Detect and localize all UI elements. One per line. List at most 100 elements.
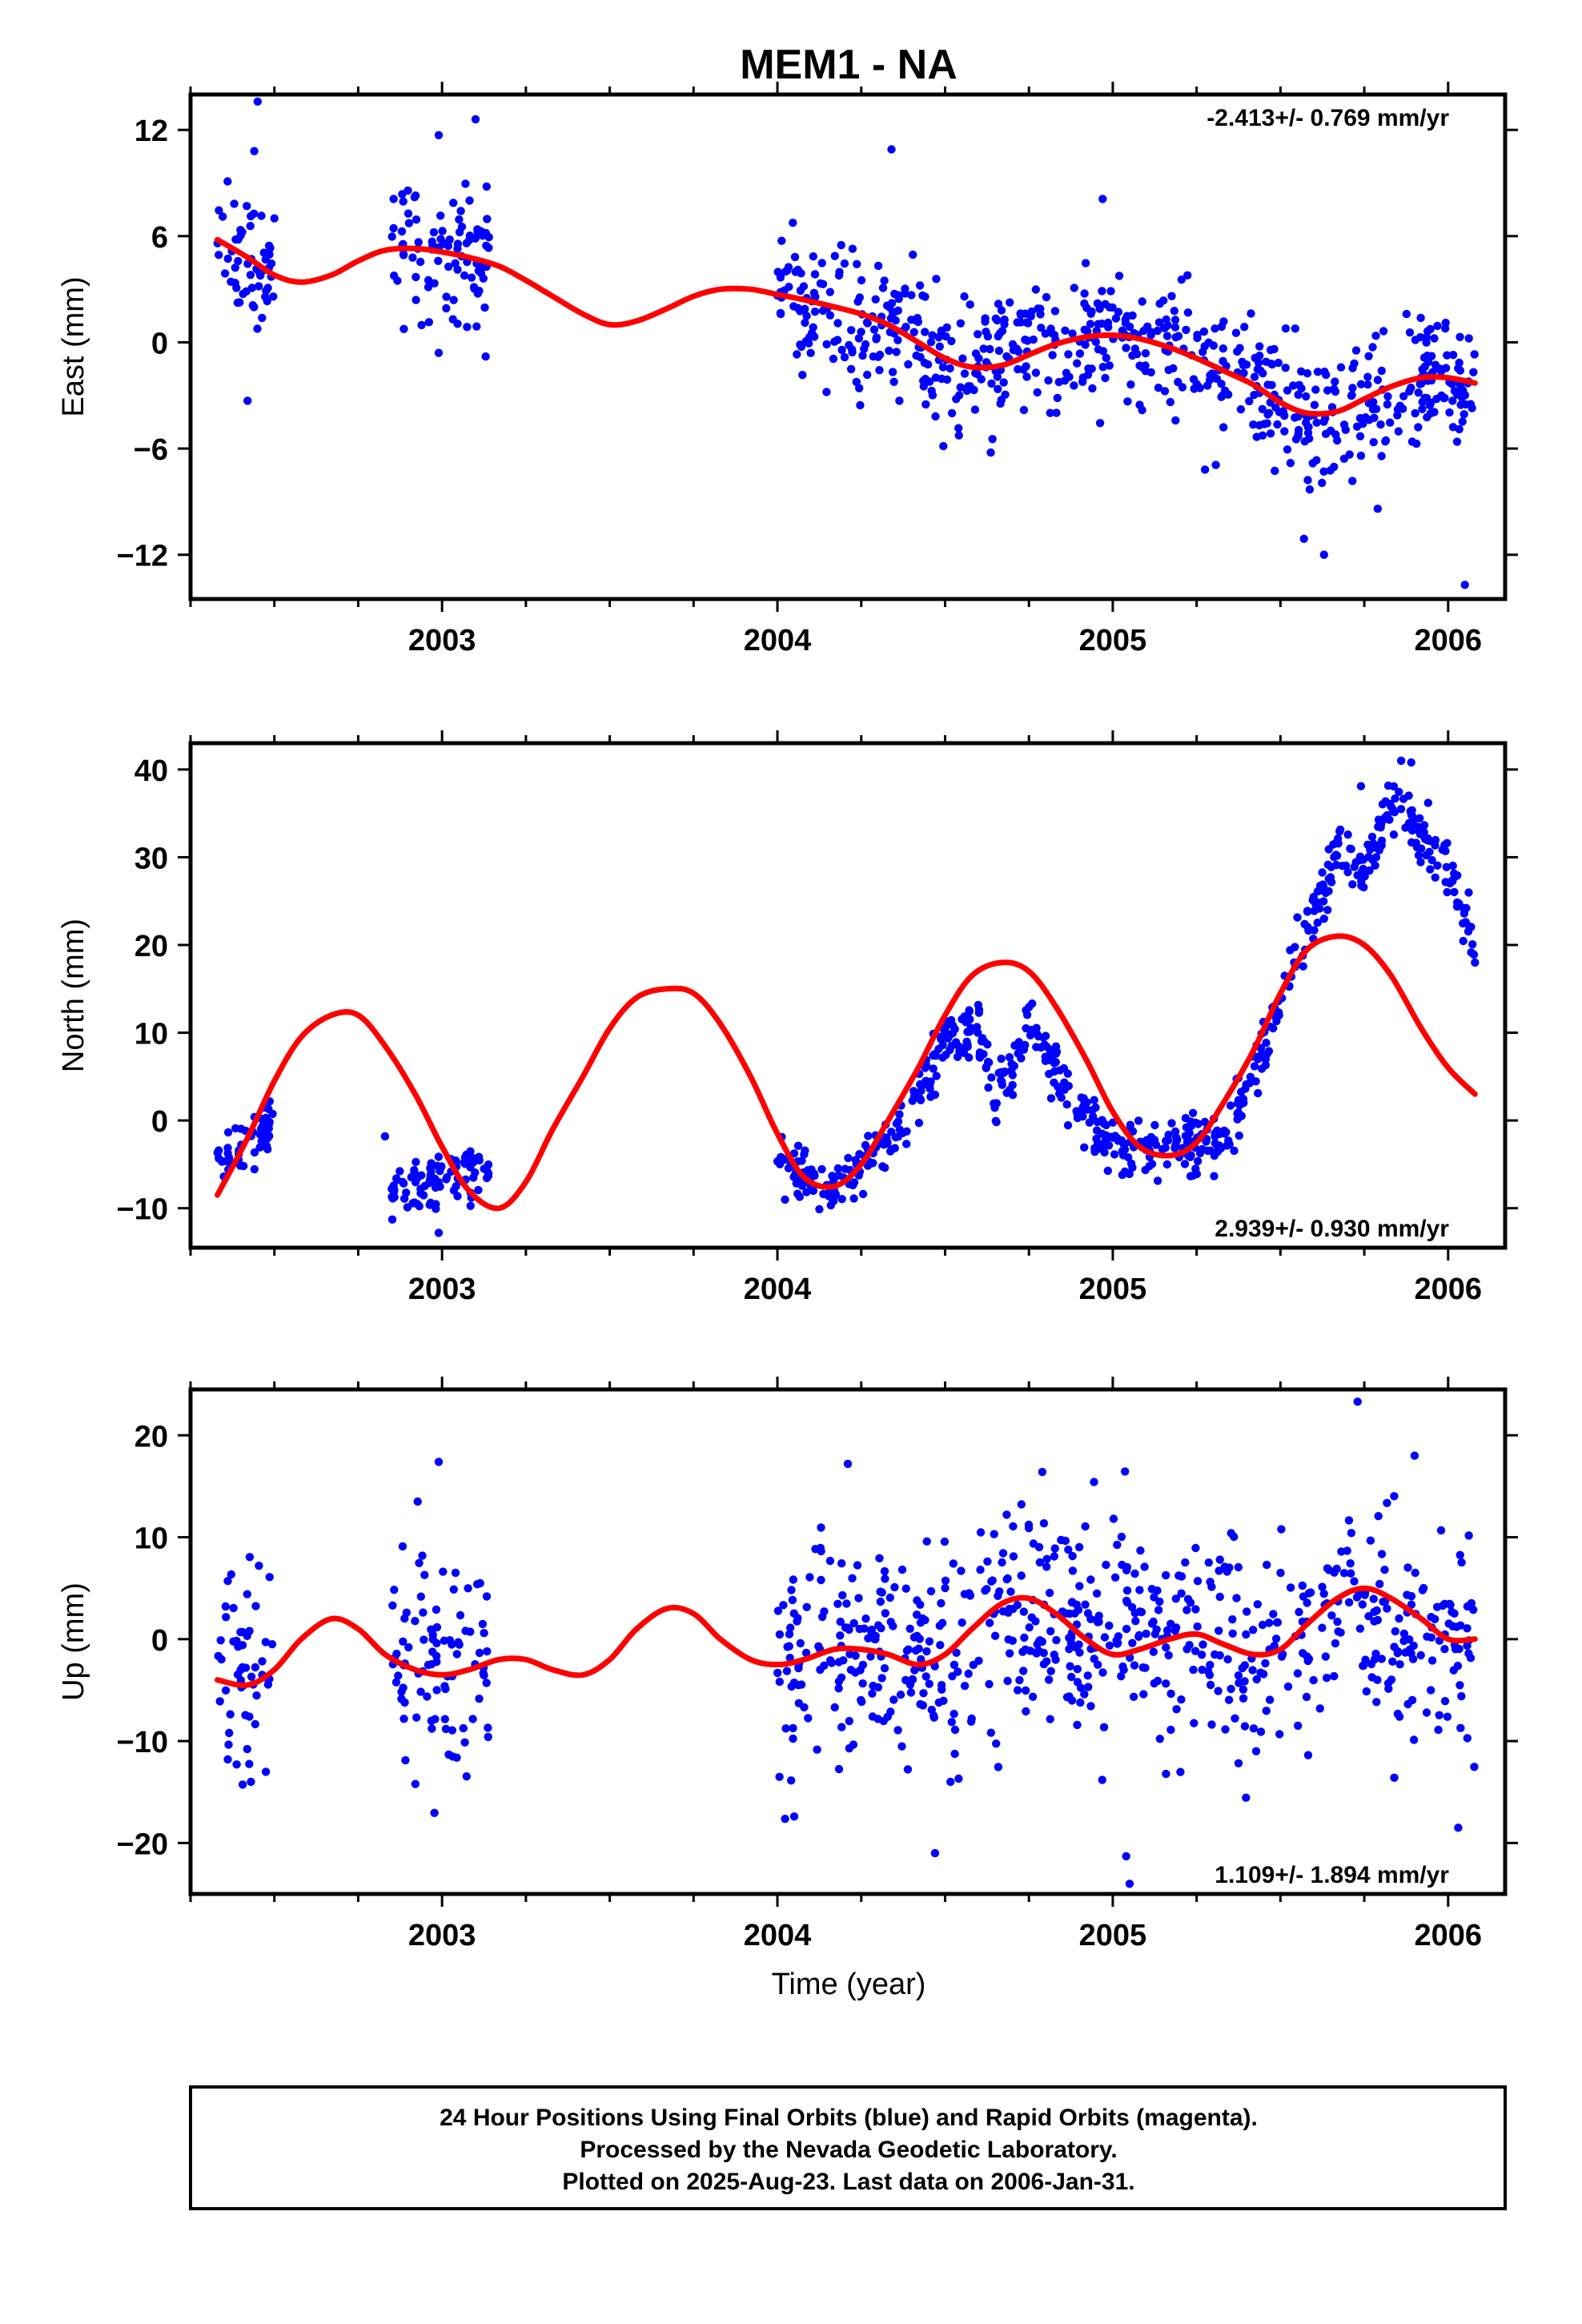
east-data-point bbox=[1271, 466, 1279, 476]
up-data-point bbox=[1423, 1632, 1431, 1641]
east-data-point bbox=[1466, 400, 1476, 408]
east-data-point bbox=[1086, 320, 1095, 328]
east-data-point bbox=[455, 227, 464, 237]
up-data-point bbox=[1443, 1712, 1452, 1721]
east-data-point bbox=[1379, 327, 1388, 336]
east-data-point bbox=[424, 275, 433, 285]
north-data-point bbox=[412, 1157, 420, 1167]
up-data-point bbox=[388, 1601, 397, 1610]
east-data-point bbox=[1249, 420, 1258, 429]
up-data-point bbox=[1068, 1551, 1077, 1561]
north-data-point bbox=[1206, 1146, 1215, 1156]
east-data-point bbox=[1160, 387, 1170, 396]
east-data-point bbox=[1154, 384, 1163, 392]
up-data-point bbox=[1409, 1735, 1419, 1744]
east-data-point bbox=[397, 227, 407, 236]
up-data-point bbox=[1071, 1642, 1081, 1652]
north-data-point bbox=[1170, 1144, 1179, 1152]
up-data-point bbox=[775, 1772, 784, 1781]
up-data-point bbox=[1137, 1607, 1146, 1617]
up-data-point bbox=[1024, 1524, 1034, 1533]
north-data-point bbox=[1464, 888, 1473, 897]
up-data-point bbox=[1283, 1682, 1293, 1691]
up-data-point bbox=[428, 1647, 437, 1656]
east-data-point bbox=[1233, 347, 1242, 356]
north-data-point bbox=[1442, 862, 1452, 872]
east-y-tick-label: 6 bbox=[151, 221, 168, 255]
up-data-point bbox=[1162, 1570, 1170, 1580]
east-data-point bbox=[1159, 324, 1169, 332]
up-data-point bbox=[251, 1602, 260, 1610]
up-data-point bbox=[1263, 1560, 1271, 1570]
up-data-point bbox=[1074, 1542, 1084, 1552]
up-data-point bbox=[252, 1691, 261, 1700]
up-data-point bbox=[1068, 1566, 1078, 1575]
east-data-point bbox=[937, 326, 946, 336]
up-data-point bbox=[1277, 1652, 1287, 1661]
up-data-point bbox=[849, 1740, 858, 1749]
up-data-point bbox=[1231, 1714, 1239, 1723]
up-data-point bbox=[1440, 1645, 1449, 1654]
up-data-point bbox=[482, 1679, 491, 1687]
up-data-point bbox=[1031, 1617, 1040, 1626]
north-data-point bbox=[1433, 861, 1442, 870]
north-data-point bbox=[1256, 1043, 1266, 1053]
up-data-point bbox=[1265, 1695, 1275, 1704]
up-data-point bbox=[782, 1667, 792, 1675]
north-data-point bbox=[932, 1072, 941, 1080]
up-data-point bbox=[854, 1594, 863, 1602]
east-data-point bbox=[1351, 346, 1361, 355]
north-y-axis-label: North (mm) bbox=[57, 919, 90, 1072]
up-data-point bbox=[858, 1660, 868, 1670]
east-data-point bbox=[1084, 364, 1093, 373]
up-data-point bbox=[1100, 1633, 1110, 1642]
up-data-point bbox=[1092, 1589, 1102, 1598]
north-data-point bbox=[1167, 1119, 1176, 1128]
up-data-point bbox=[805, 1573, 814, 1582]
east-data-point bbox=[893, 336, 902, 344]
north-data-point bbox=[951, 1038, 961, 1047]
east-data-point bbox=[1200, 465, 1210, 474]
east-data-point bbox=[442, 292, 451, 301]
east-data-point bbox=[888, 368, 897, 376]
east-data-point bbox=[977, 375, 986, 384]
east-data-point bbox=[796, 286, 805, 296]
up-data-point bbox=[830, 1703, 839, 1712]
east-data-point bbox=[1348, 364, 1357, 372]
up-data-point bbox=[245, 1553, 255, 1562]
east-data-point bbox=[449, 296, 458, 304]
east-data-point bbox=[1135, 361, 1144, 370]
north-y-tick-label: 0 bbox=[151, 1105, 168, 1139]
east-data-point bbox=[1141, 349, 1150, 358]
east-data-point bbox=[981, 314, 990, 323]
north-outlier-point bbox=[1356, 782, 1366, 790]
east-data-point bbox=[453, 239, 463, 248]
north-data-point bbox=[1235, 1131, 1244, 1140]
east-data-point bbox=[818, 306, 828, 316]
north-data-point bbox=[1414, 850, 1423, 860]
north-data-point bbox=[1395, 787, 1403, 796]
east-data-point bbox=[456, 207, 465, 215]
east-data-point bbox=[825, 311, 835, 320]
up-data-point bbox=[788, 1595, 797, 1605]
up-y-tick-label: −20 bbox=[117, 1827, 168, 1861]
up-data-point bbox=[1253, 1600, 1263, 1609]
east-data-point bbox=[479, 274, 488, 283]
up-data-point bbox=[1346, 1559, 1355, 1568]
east-rate-label: -2.413+/- 0.769 mm/yr bbox=[1207, 105, 1449, 131]
up-data-point bbox=[1075, 1582, 1084, 1590]
east-data-point bbox=[480, 303, 489, 312]
east-data-point bbox=[1255, 420, 1264, 430]
north-data-point bbox=[817, 1164, 826, 1174]
east-data-point bbox=[1305, 485, 1315, 494]
up-data-point bbox=[261, 1767, 271, 1776]
up-data-point bbox=[941, 1583, 950, 1593]
east-data-point bbox=[1411, 408, 1419, 418]
up-data-point bbox=[1265, 1618, 1274, 1627]
east-data-point bbox=[463, 323, 472, 332]
up-x-tick-label: 2004 bbox=[744, 1919, 812, 1952]
up-data-point bbox=[229, 1603, 238, 1613]
up-data-point bbox=[880, 1664, 889, 1673]
east-data-point bbox=[473, 227, 482, 237]
north-data-point bbox=[1416, 844, 1426, 853]
